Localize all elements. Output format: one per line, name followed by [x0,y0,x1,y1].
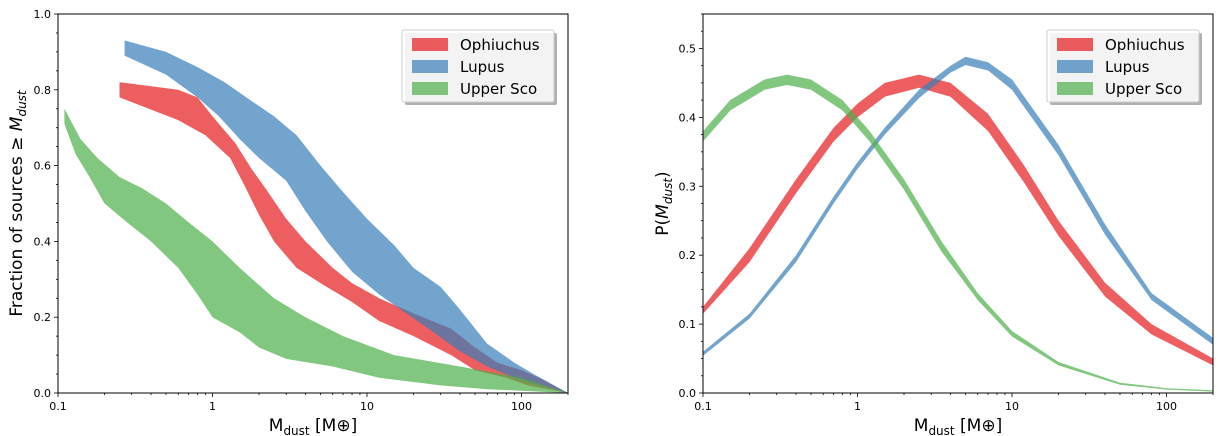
x-tick-label: 10 [360,400,374,413]
y-tick-label: 0.4 [679,111,697,124]
y-tick-label: 0.0 [679,387,697,400]
legend-label: Lupus [460,58,505,76]
x-tick-label: 10 [1005,400,1019,413]
x-ticks: 0.1 1 10 100 [694,393,1214,413]
legend-label: Lupus [1105,58,1150,76]
x-tick-label: 100 [1156,400,1177,413]
legend-label: Upper Sco [1105,80,1182,98]
y-tick-label: 0.2 [34,311,52,324]
y-tick-label: 0.5 [679,42,697,55]
band-ophiuchus [703,74,1213,366]
legend-label: Upper Sco [460,80,537,98]
x-axis-title: Mdust [M⊕] [914,416,1002,436]
legend: Ophiuchus Lupus Upper Sco [1046,29,1202,105]
y-ticks: 0.0 0.1 0.2 0.3 0.4 0.5 [679,13,703,400]
y-tick-label: 0.3 [679,180,697,193]
band-lupus [124,40,568,393]
y-tick-label: 0.2 [679,249,697,262]
legend-label: Ophiuchus [460,36,540,54]
legend: Ophiuchus Lupus Upper Sco [401,29,557,105]
y-axis-title: P(Mdust) [653,171,675,235]
y-axis-title: Fraction of sources ≥ Mdust [7,89,29,317]
band-ophiuchus [119,82,568,393]
y-tick-label: 0.4 [34,235,52,248]
y-tick-label: 0.0 [34,387,52,400]
bands [703,56,1213,392]
y-tick-label: 0.8 [34,84,52,97]
y-tick-label: 0.6 [34,160,52,173]
legend-swatch [1057,60,1093,73]
x-axis-title: Mdust [M⊕] [269,416,357,436]
y-ticks: 0.0 0.2 0.4 0.6 0.8 1.0 [34,8,58,400]
x-tick-label: 0.1 [49,400,67,413]
band-upper-sco [64,108,568,393]
legend-swatch [412,82,448,95]
y-tick-label: 1.0 [34,8,52,21]
y-tick-label: 0.1 [679,318,697,331]
x-tick-label: 0.1 [694,400,712,413]
x-ticks: 0.1 1 10 100 [49,393,569,413]
x-tick-label: 1 [209,400,216,413]
x-tick-label: 100 [511,400,532,413]
legend-swatch [412,60,448,73]
legend-label: Ophiuchus [1105,36,1185,54]
legend-swatch [1057,82,1093,95]
x-tick-label: 1 [854,400,861,413]
band-upper-sco [703,74,1213,392]
bands [64,40,568,393]
legend-swatch [1057,38,1093,51]
legend-swatch [412,38,448,51]
left-cumulative-panel: 0.1 1 10 100 0.0 0.2 0.4 0.6 0.8 1.0 Mdust [M⊕] Fra… [7,8,569,436]
